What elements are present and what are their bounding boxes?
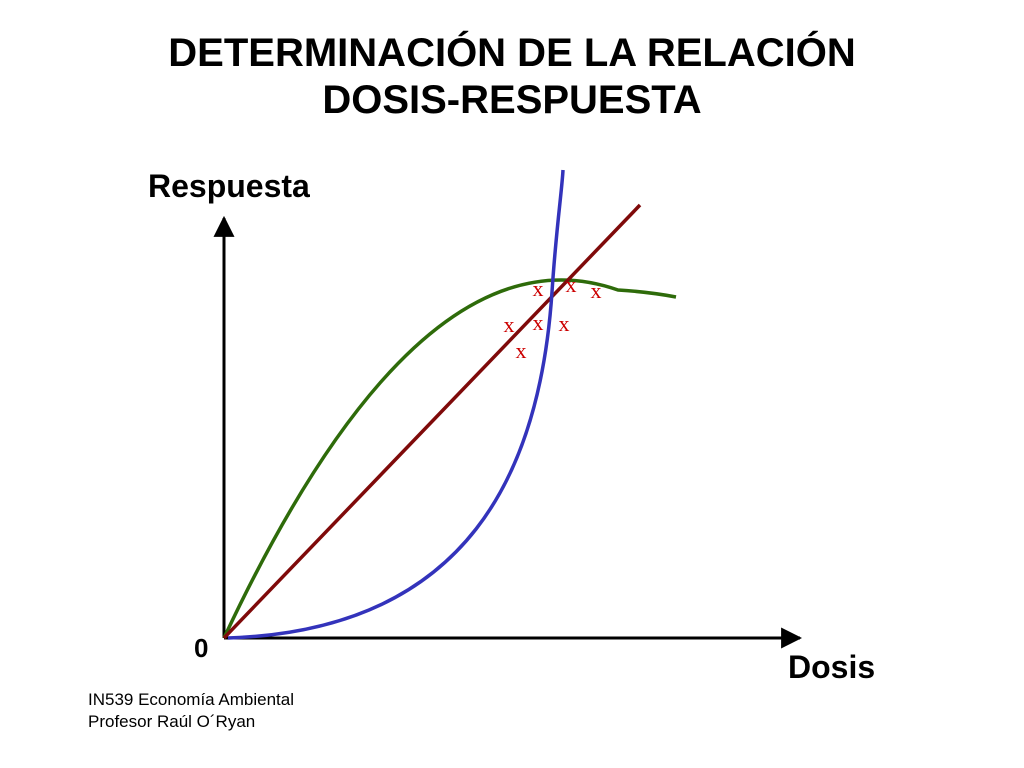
observation-marker: x — [559, 311, 570, 336]
title-line-1: DETERMINACIÓN DE LA RELACIÓN — [168, 31, 856, 75]
observation-marker: x — [533, 310, 544, 335]
observation-marker: x — [533, 276, 544, 301]
observation-marker: x — [516, 338, 527, 363]
observation-marker: x — [504, 312, 515, 337]
linear-response-line — [222, 203, 642, 640]
y-axis-label: Respuesta — [148, 168, 310, 204]
convex-response-curve — [227, 169, 565, 640]
slide-title: DETERMINACIÓN DE LA RELACIÓN DOSIS-RESPU… — [0, 30, 1024, 124]
concave-response-curve — [222, 278, 677, 639]
footer-professor: Profesor Raúl O´Ryan — [88, 712, 256, 731]
footer: IN539 Economía Ambiental Profesor Raúl O… — [88, 689, 294, 733]
footer-course: IN539 Economía Ambiental — [88, 690, 295, 709]
x-axis-label: Dosis — [788, 649, 875, 685]
observation-marker: x — [591, 278, 602, 303]
observation-markers: x x xx x xx — [504, 272, 602, 363]
origin-label: 0 — [194, 633, 208, 663]
title-line-2: DOSIS-RESPUESTA — [322, 78, 702, 122]
observation-marker: x — [566, 272, 577, 297]
